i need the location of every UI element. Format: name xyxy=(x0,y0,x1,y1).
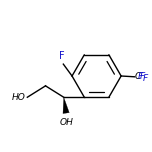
Text: F: F xyxy=(140,72,145,81)
Text: HO: HO xyxy=(12,93,26,102)
Text: F: F xyxy=(59,51,65,61)
Text: F: F xyxy=(137,72,143,81)
Text: C: C xyxy=(135,72,141,81)
Text: OH: OH xyxy=(59,117,73,126)
Text: F: F xyxy=(143,74,148,83)
Polygon shape xyxy=(63,97,69,114)
